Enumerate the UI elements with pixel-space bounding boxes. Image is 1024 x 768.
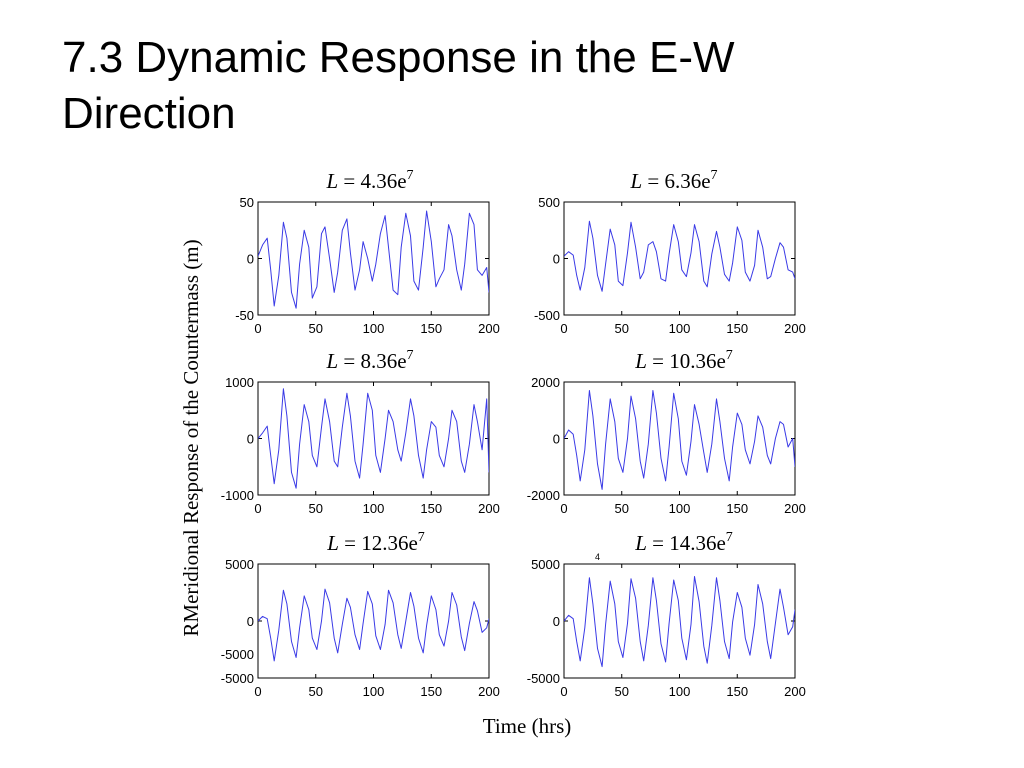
x-tick-label: 0 [560,321,567,336]
y-tick-label: 0 [247,614,254,629]
x-tick-label: 100 [363,501,385,516]
x-tick-label: 0 [254,684,261,699]
panel-title: L = 12.36e7 [326,530,425,555]
series-line [258,388,489,489]
x-tick-label: 150 [726,684,748,699]
panel-title-variable: L [325,169,338,193]
x-axis-label: Time (hrs) [483,714,571,738]
panel-title-value: = 14.36e [647,531,726,555]
slide-title-line-1: 7.3 Dynamic Response in the E-W [62,33,735,82]
x-tick-label: 100 [669,321,691,336]
y-tick-label: -2000 [527,488,560,503]
x-tick-label: 150 [420,321,442,336]
y-tick-label: 0 [247,252,254,267]
plot-frame [257,563,490,679]
panel-title-value: = 6.36e [642,169,710,193]
panel-title-exponent: 7 [418,530,425,545]
panel-title: L = 4.36e7 [325,168,413,193]
y-tick-label: -1000 [221,488,254,503]
panel-title-variable: L [634,531,647,555]
panel-title-variable: L [325,349,338,373]
x-tick-label: 50 [309,321,323,336]
y-tick-label: -5000 [527,671,560,686]
x-tick-label: 200 [478,501,500,516]
panel-title-value: = 10.36e [647,349,726,373]
x-tick-label: 150 [726,321,748,336]
x-tick-label: 150 [420,684,442,699]
panel-title-value: = 8.36e [338,349,406,373]
panel-title-exponent: 7 [711,168,718,183]
panel-title: L = 6.36e7 [629,168,717,193]
x-tick-label: 0 [254,501,261,516]
plot-frame [563,201,796,316]
panel-title-exponent: 7 [407,348,414,363]
y-tick-label: 50 [240,195,254,210]
panel-title-exponent: 7 [407,168,414,183]
y-tick-label: -5000 [221,671,254,686]
y-tick-label: 1000 [225,375,254,390]
y-tick-label: -500 [534,308,560,323]
panel-title-value: = 12.36e [339,531,418,555]
series-line [564,220,795,292]
y-tick-label: 500 [538,195,560,210]
x-tick-label: 100 [363,684,385,699]
y-tick-label: 0 [553,614,560,629]
x-tick-label: 200 [784,684,806,699]
y-tick-label: 0 [553,432,560,447]
x-tick-label: 50 [309,684,323,699]
plot-frame [563,563,796,679]
panel-title-exponent: 7 [726,348,733,363]
slide-title: 7.3 Dynamic Response in the E-W Directio… [62,30,1002,142]
y-tick-label: 5000 [225,557,254,572]
panel-title: L = 8.36e7 [325,348,413,373]
series-line [564,576,795,668]
panel-title-value: = 4.36e [338,169,406,193]
x-tick-label: 150 [726,501,748,516]
series-line [564,390,795,490]
x-tick-label: 0 [254,321,261,336]
x-tick-label: 50 [615,321,629,336]
y-axis-label: RMeridional Response of the Countermass … [179,239,203,636]
x-tick-label: 100 [363,321,385,336]
slide-title-line-2: Direction [62,89,236,138]
x-tick-label: 200 [478,684,500,699]
series-line [258,588,489,662]
x-tick-label: 50 [615,501,629,516]
y-tick-label: 5000 [531,557,560,572]
x-tick-label: 150 [420,501,442,516]
x-tick-label: 200 [478,321,500,336]
y-tick-label: 0 [553,252,560,267]
x-tick-label: 0 [560,501,567,516]
x-tick-label: 100 [669,501,691,516]
panel-title: L = 10.36e7 [634,348,733,373]
x-tick-label: 100 [669,684,691,699]
y-tick-label: -50 [235,308,254,323]
panel-title: L = 14.36e7 [634,530,733,555]
series-line [258,210,489,309]
stray-mark: 4 [595,552,600,562]
x-tick-label: 200 [784,501,806,516]
y-tick-label: 2000 [531,375,560,390]
x-tick-label: 50 [615,684,629,699]
panel-title-variable: L [629,169,642,193]
panel-title-variable: L [634,349,647,373]
x-tick-label: 50 [309,501,323,516]
panel-title-variable: L [326,531,339,555]
y-tick-label: 0 [247,432,254,447]
y-tick-label: -5000 [221,647,254,662]
x-tick-label: 0 [560,684,567,699]
panel-title-exponent: 7 [726,530,733,545]
x-tick-label: 200 [784,321,806,336]
